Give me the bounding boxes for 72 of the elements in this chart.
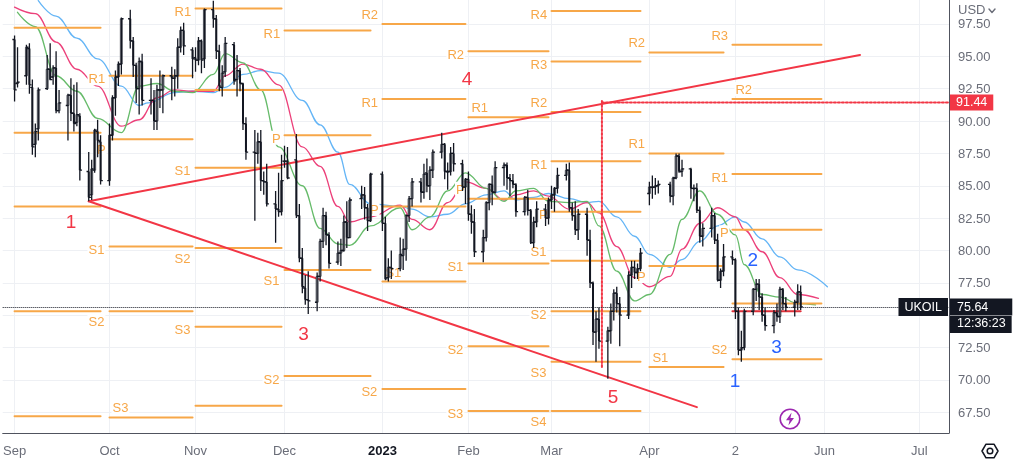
y-tick-label: 80.00 <box>958 242 991 258</box>
series-label: S2 <box>711 342 728 358</box>
series-label: R3 <box>711 27 729 43</box>
y-axis-title: USD <box>958 2 986 17</box>
series-label: P <box>719 225 729 241</box>
series-label: S3 <box>447 406 464 422</box>
series-label: S2 <box>174 250 191 266</box>
series-label: R2 <box>735 82 753 98</box>
series-label: R2 <box>447 46 465 62</box>
x-tick-label: Sep <box>3 443 27 458</box>
y-tick-label: 90.00 <box>958 113 991 129</box>
x-tick-label: 2 <box>731 443 740 458</box>
annotation: 4 <box>461 67 473 89</box>
y-tick-label: 82.50 <box>958 210 991 226</box>
y-tick-label: 87.50 <box>958 145 991 161</box>
series-label: R1 <box>711 169 729 185</box>
series-label: P <box>636 269 646 285</box>
series-label: R2 <box>361 6 379 22</box>
annotation: 1 <box>65 210 77 232</box>
y-tick-label: 77.50 <box>958 275 991 291</box>
y-tick-label: 97.50 <box>958 16 991 32</box>
series-label: R3 <box>530 56 548 72</box>
series-label: S2 <box>361 384 378 400</box>
series-label: S3 <box>530 364 547 380</box>
y-tick-label: 95.00 <box>958 48 991 64</box>
series-label: S2 <box>447 341 464 357</box>
y-tick-label: 70.00 <box>958 372 991 388</box>
x-tick-label: Dec <box>272 443 297 458</box>
y-tick-label: 67.50 <box>958 404 991 420</box>
x-tick-label: Jun <box>813 443 835 458</box>
series-label: S3 <box>112 400 129 416</box>
series-label: S1 <box>447 258 464 274</box>
series-label: R1 <box>628 136 646 152</box>
y-tick-label: 72.50 <box>958 340 991 356</box>
x-tick-label: Jul <box>911 443 928 458</box>
text: 12:36:23 <box>957 316 1006 331</box>
data-label: 91.44 <box>956 95 988 110</box>
series-label: R1 <box>174 3 192 19</box>
annotation: 5 <box>607 385 619 407</box>
x-tick-label: Apr <box>639 443 661 458</box>
series-label: S2 <box>88 314 105 330</box>
series-label: R2 <box>628 35 646 51</box>
x-tick-label: 2023 <box>367 443 397 458</box>
series-label: S1 <box>530 243 547 259</box>
series-label: S1 <box>88 242 105 258</box>
annotation: 3 <box>771 335 782 357</box>
text: UKOIL <box>904 299 943 314</box>
annotation: 3 <box>298 322 309 344</box>
x-tick-label: Nov <box>183 443 208 458</box>
x-tick-label: Oct <box>99 443 120 458</box>
series-label: R1 <box>361 94 379 110</box>
series-label: S2 <box>530 306 547 322</box>
x-tick-label: Feb <box>457 443 480 458</box>
ref-line-label: 75.64 <box>957 299 989 314</box>
y-tick-label: 92.50 <box>958 81 991 97</box>
series-label: R1 <box>471 100 489 116</box>
series-label: S1 <box>263 272 280 288</box>
series-label: R1 <box>530 156 548 172</box>
series-label: S3 <box>174 322 191 338</box>
series-label: P <box>272 130 281 146</box>
annotation: 1 <box>729 369 741 391</box>
series-label: S1 <box>174 163 191 179</box>
series-label: R1 <box>263 25 281 41</box>
series-label: R4 <box>530 6 548 22</box>
series-label: S4 <box>530 413 547 429</box>
series-label: R2 <box>530 94 548 110</box>
series-label: S1 <box>652 349 669 365</box>
x-tick-label: Mar <box>540 443 564 458</box>
y-tick-label: 85.00 <box>958 178 991 194</box>
series-label: S2 <box>263 371 280 387</box>
series-label: R1 <box>88 71 106 87</box>
annotation: 2 <box>747 249 758 270</box>
